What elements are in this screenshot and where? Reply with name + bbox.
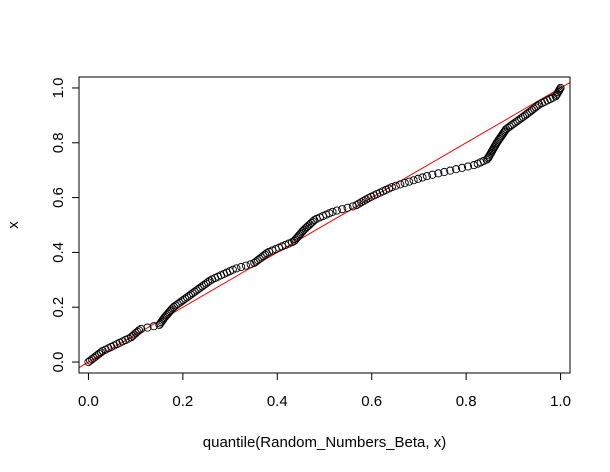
data-point	[298, 227, 307, 236]
data-point	[400, 178, 409, 188]
y-axis-label: x	[5, 221, 22, 229]
data-point	[307, 218, 316, 227]
data-point	[156, 319, 165, 328]
data-point	[96, 348, 105, 357]
data-point	[260, 250, 270, 259]
reference-line-layer	[79, 81, 570, 369]
x-tick-label: 0.0	[78, 393, 99, 410]
y-tick-label: 1.0	[50, 78, 67, 99]
data-point	[469, 161, 478, 170]
data-point	[495, 134, 504, 143]
data-point	[499, 129, 508, 138]
data-point	[492, 138, 501, 148]
data-point	[228, 265, 237, 274]
data-point	[157, 318, 166, 327]
data-point	[463, 162, 473, 171]
x-tick-label: 0.8	[456, 393, 477, 410]
x-tick-label: 0.2	[172, 393, 193, 410]
data-point	[167, 305, 176, 314]
data-point	[343, 203, 352, 212]
data-point	[137, 324, 146, 334]
data-point	[338, 205, 347, 214]
data-point	[391, 181, 400, 190]
y-tick-label: 0.6	[50, 187, 67, 208]
data-point	[405, 177, 414, 186]
data-point	[533, 101, 542, 110]
data-point	[302, 223, 311, 232]
y-tick-label: 0.2	[50, 297, 67, 318]
data-point	[237, 262, 246, 272]
data-point	[440, 167, 449, 177]
x-tick-label: 1.0	[550, 393, 571, 410]
data-point	[241, 261, 250, 270]
y-tick-label: 0.4	[50, 242, 67, 263]
data-point	[493, 137, 502, 146]
x-axis: 0.0 0.2 0.4 0.6 0.8 1.0	[78, 372, 571, 410]
data-point	[359, 196, 368, 205]
data-point	[205, 276, 214, 285]
y-axis: 0.0 0.2 0.4 0.6 0.8 1.0	[50, 78, 80, 373]
data-point	[418, 173, 427, 182]
data-point	[482, 155, 491, 164]
data-point	[452, 165, 461, 174]
data-point	[501, 126, 510, 135]
data-point	[232, 264, 241, 273]
data-point	[143, 323, 152, 332]
data-point	[203, 278, 213, 287]
data-point	[305, 220, 314, 229]
data-points	[84, 83, 565, 367]
data-point	[434, 169, 443, 178]
data-point	[446, 166, 455, 175]
data-point	[354, 199, 363, 208]
data-point	[328, 207, 337, 216]
y-tick-label: 0.0	[50, 352, 67, 373]
data-point	[352, 200, 361, 210]
data-point	[457, 163, 467, 172]
data-point	[155, 320, 164, 329]
data-point	[332, 206, 341, 215]
reference-line	[79, 81, 570, 369]
data-point	[496, 133, 505, 142]
data-point	[494, 136, 503, 145]
data-point	[556, 83, 565, 93]
data-point	[428, 170, 437, 179]
data-point	[134, 326, 144, 335]
data-point	[396, 180, 405, 189]
data-point	[361, 195, 371, 204]
data-point	[357, 198, 366, 207]
data-point	[299, 225, 309, 234]
data-point	[387, 183, 396, 192]
data-point	[498, 130, 507, 139]
x-tick-label: 0.4	[267, 393, 288, 410]
data-point	[409, 176, 418, 185]
data-point	[301, 224, 310, 233]
data-point	[413, 174, 423, 183]
data-point	[422, 172, 431, 181]
data-point	[497, 132, 506, 141]
x-tick-label: 0.6	[361, 393, 382, 410]
x-axis-label: quantile(Random_Numbers_Beta, x)	[203, 434, 446, 451]
y-tick-label: 0.8	[50, 132, 67, 153]
data-point	[304, 221, 313, 230]
data-point	[555, 85, 564, 94]
